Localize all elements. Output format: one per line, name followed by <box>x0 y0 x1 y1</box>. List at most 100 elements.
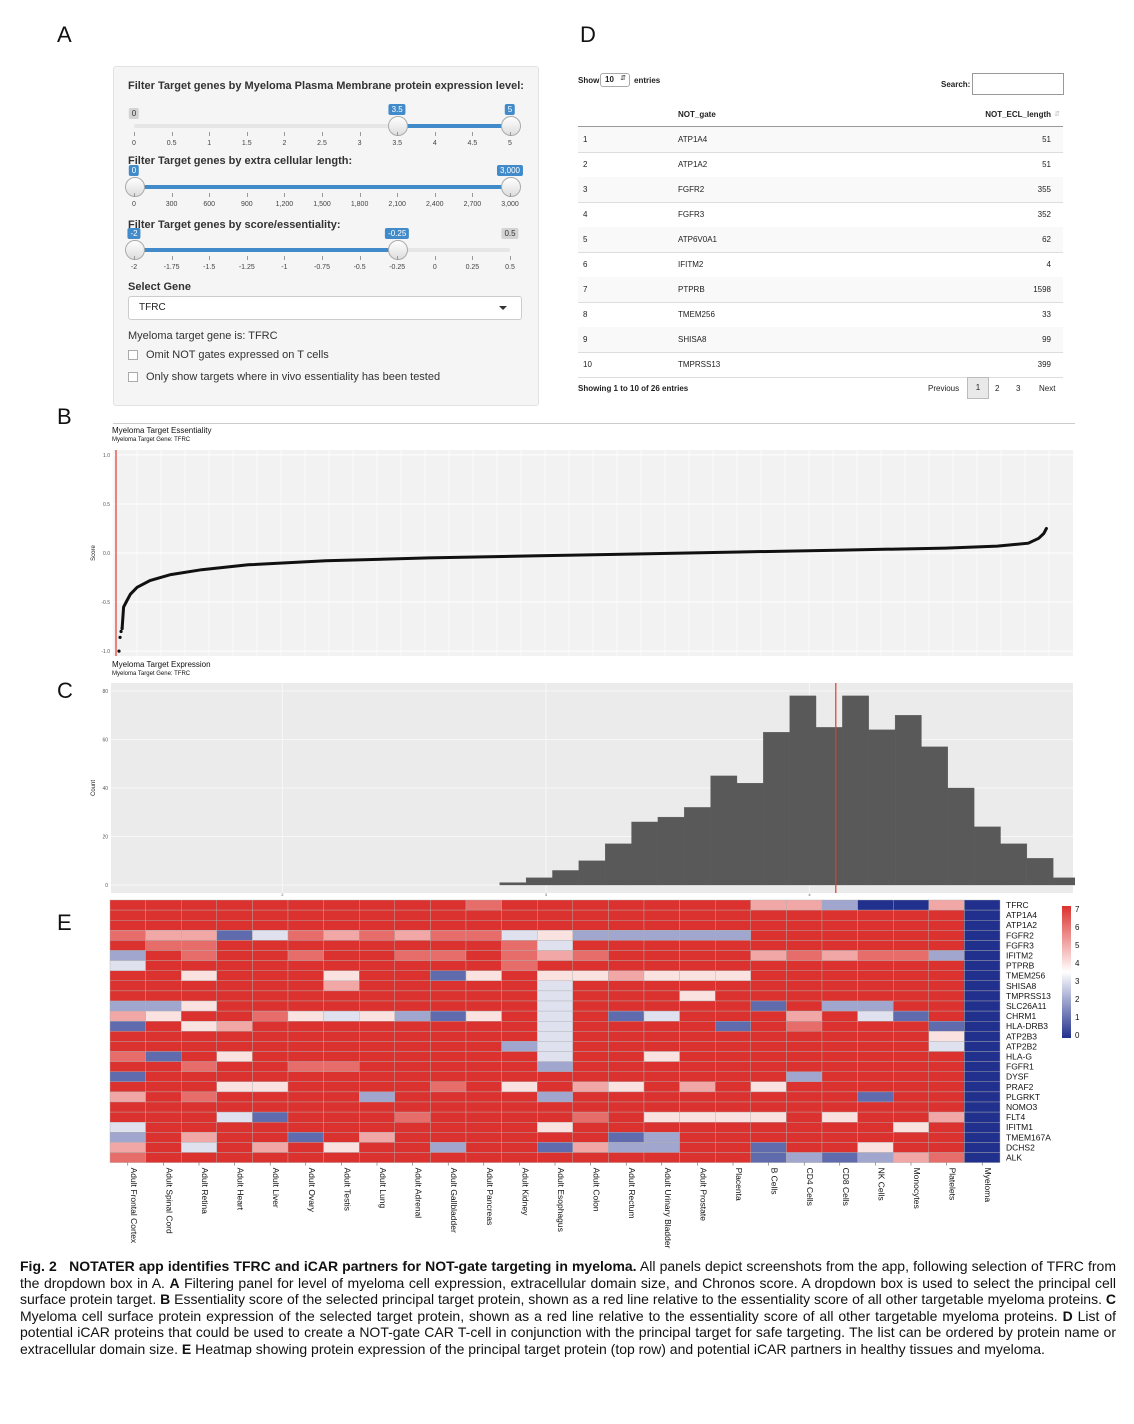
heatmap-cell <box>679 970 716 981</box>
slider2-tick <box>510 193 511 197</box>
panel-label-e: E <box>57 910 72 935</box>
heatmap-cell <box>964 1051 1001 1062</box>
heatmap-cell <box>715 1041 752 1052</box>
heatmap-cell <box>679 1051 716 1062</box>
gene-select[interactable]: TFRC <box>128 296 522 320</box>
legend-tick-label: 1 <box>1075 1013 1080 1022</box>
heatmap-cell <box>180 1121 217 1133</box>
heatmap-cell <box>145 960 182 971</box>
heatmap-cell <box>643 1041 680 1052</box>
heatmap-row-label: TFRC <box>1006 900 1029 910</box>
heatmap-cell <box>252 970 289 981</box>
heatmap-row-label: HLA-DRB3 <box>1006 1021 1048 1031</box>
heatmap-cell <box>608 980 645 992</box>
table-row[interactable]: 5 ATP6V0A1 62 <box>578 227 1063 253</box>
search-input[interactable] <box>972 73 1064 95</box>
heatmap-cell <box>109 950 146 961</box>
heatmap-cell <box>643 980 680 992</box>
heatmap-cell <box>145 970 182 981</box>
slider1-high-handle[interactable] <box>501 116 521 136</box>
expression-heatmap: TFRCATP1A4ATP1A2FGFR2FGFR3IFITM2PTPRBTME… <box>109 899 1080 1249</box>
heatmap-cell <box>750 1132 787 1143</box>
omit-tcells-row[interactable]: Omit NOT gates expressed on T cells <box>128 349 329 361</box>
table-row[interactable]: 4 FGFR3 352 <box>578 202 1063 228</box>
sort-icon[interactable]: ⇵ <box>1054 111 1060 118</box>
invivo-checkbox[interactable] <box>128 372 138 382</box>
page-2-button[interactable]: 2 <box>995 384 1000 393</box>
heatmap-cell <box>608 1041 645 1052</box>
slider3-low-handle[interactable] <box>125 240 145 260</box>
entries-select-value: 10 <box>605 75 614 84</box>
heatmap-cell <box>287 1031 324 1042</box>
table-row[interactable]: 7 PTPRB 1598 <box>578 277 1063 303</box>
histogram-bar <box>525 877 553 886</box>
heatmap-cell <box>430 1071 467 1082</box>
caption-intro: All panels depict screenshots from the a… <box>20 1258 1117 1291</box>
expression-slider[interactable]: 0 3.5 5 <box>128 104 521 136</box>
row-gene: ATP1A4 <box>678 135 708 144</box>
heatmap-row-label: ATP1A4 <box>1006 910 1037 920</box>
x-tick-label: 3 <box>545 892 548 897</box>
slider2-low-handle[interactable] <box>125 177 145 197</box>
table-row[interactable]: 2 ATP1A2 51 <box>578 152 1063 178</box>
heatmap-cell <box>465 1041 502 1052</box>
row-index: 6 <box>583 260 588 269</box>
heatmap-cell <box>145 1152 182 1163</box>
heatmap-cell <box>821 990 858 1002</box>
table-row[interactable]: 10 TMPRSS13 399 <box>578 352 1063 378</box>
heatmap-cell <box>679 930 716 941</box>
heatmap-cell <box>359 1121 396 1133</box>
y-tick-label: 40 <box>102 786 108 792</box>
table-row[interactable]: 1 ATP1A4 51 <box>578 127 1063 153</box>
y-tick-label: 20 <box>102 835 108 841</box>
heatmap-cell <box>537 1142 574 1153</box>
heatmap-cell <box>252 980 289 992</box>
omit-tcells-checkbox[interactable] <box>128 350 138 360</box>
invivo-row[interactable]: Only show targets where in vivo essentia… <box>128 371 440 383</box>
heatmap-cell <box>145 1071 182 1082</box>
heatmap-cell <box>501 990 538 1002</box>
heatmap-cell <box>893 980 930 992</box>
col-ecl-header[interactable]: NOT_ECL_length <box>985 110 1051 119</box>
table-row[interactable]: 9 SHISA8 99 <box>578 327 1063 353</box>
slider3-tick-label: -2 <box>130 264 138 271</box>
heatmap-cell <box>608 930 645 941</box>
slider3-high-handle[interactable] <box>388 240 409 260</box>
col-notgate-header[interactable]: NOT_gate <box>678 110 716 119</box>
heatmap-cell <box>180 930 217 941</box>
heatmap-cell <box>572 990 609 1002</box>
heatmap-cell <box>252 1091 289 1103</box>
slider1-tick <box>134 132 135 136</box>
y-tick-label: 1.0 <box>103 453 110 459</box>
slider1-tick <box>322 132 323 136</box>
ecl-slider[interactable]: 0 3,000 <box>125 165 524 197</box>
row-length: 355 <box>1037 185 1051 194</box>
slider2-tick <box>209 193 211 197</box>
score-slider[interactable]: -2 -0.25 0.5 <box>125 228 519 260</box>
entries-select[interactable]: 10 ⇵ <box>600 73 630 87</box>
heatmap-cell <box>501 1111 538 1123</box>
table-row[interactable]: 3 FGFR2 355 <box>578 177 1063 203</box>
page-1-button[interactable]: 1 <box>967 377 989 399</box>
heatmap-cell <box>359 1051 396 1062</box>
caption-d-label: D <box>1062 1307 1073 1324</box>
heatmap-cell <box>216 1000 253 1012</box>
heatmap-cell <box>750 1081 787 1093</box>
heatmap-cell <box>786 1091 823 1103</box>
slider1-low-handle[interactable] <box>388 116 409 136</box>
heatmap-cell <box>394 1031 431 1042</box>
slider3-tick-label: 0.25 <box>465 264 480 271</box>
heatmap-cell <box>216 899 253 911</box>
heatmap-cell <box>430 930 467 941</box>
heatmap-cell <box>216 940 253 951</box>
heatmap-cell <box>608 1121 645 1133</box>
heatmap-cell <box>180 1000 217 1012</box>
heatmap-cell <box>430 909 467 921</box>
table-row[interactable]: 8 TMEM256 33 <box>578 302 1063 328</box>
slider2-high-handle[interactable] <box>501 177 521 197</box>
table-row[interactable]: 6 IFITM2 4 <box>578 252 1063 278</box>
page-3-button[interactable]: 3 <box>1016 384 1021 393</box>
next-button[interactable]: Next <box>1039 384 1056 393</box>
heatmap-cell <box>465 899 502 911</box>
prev-button[interactable]: Previous <box>928 384 960 393</box>
